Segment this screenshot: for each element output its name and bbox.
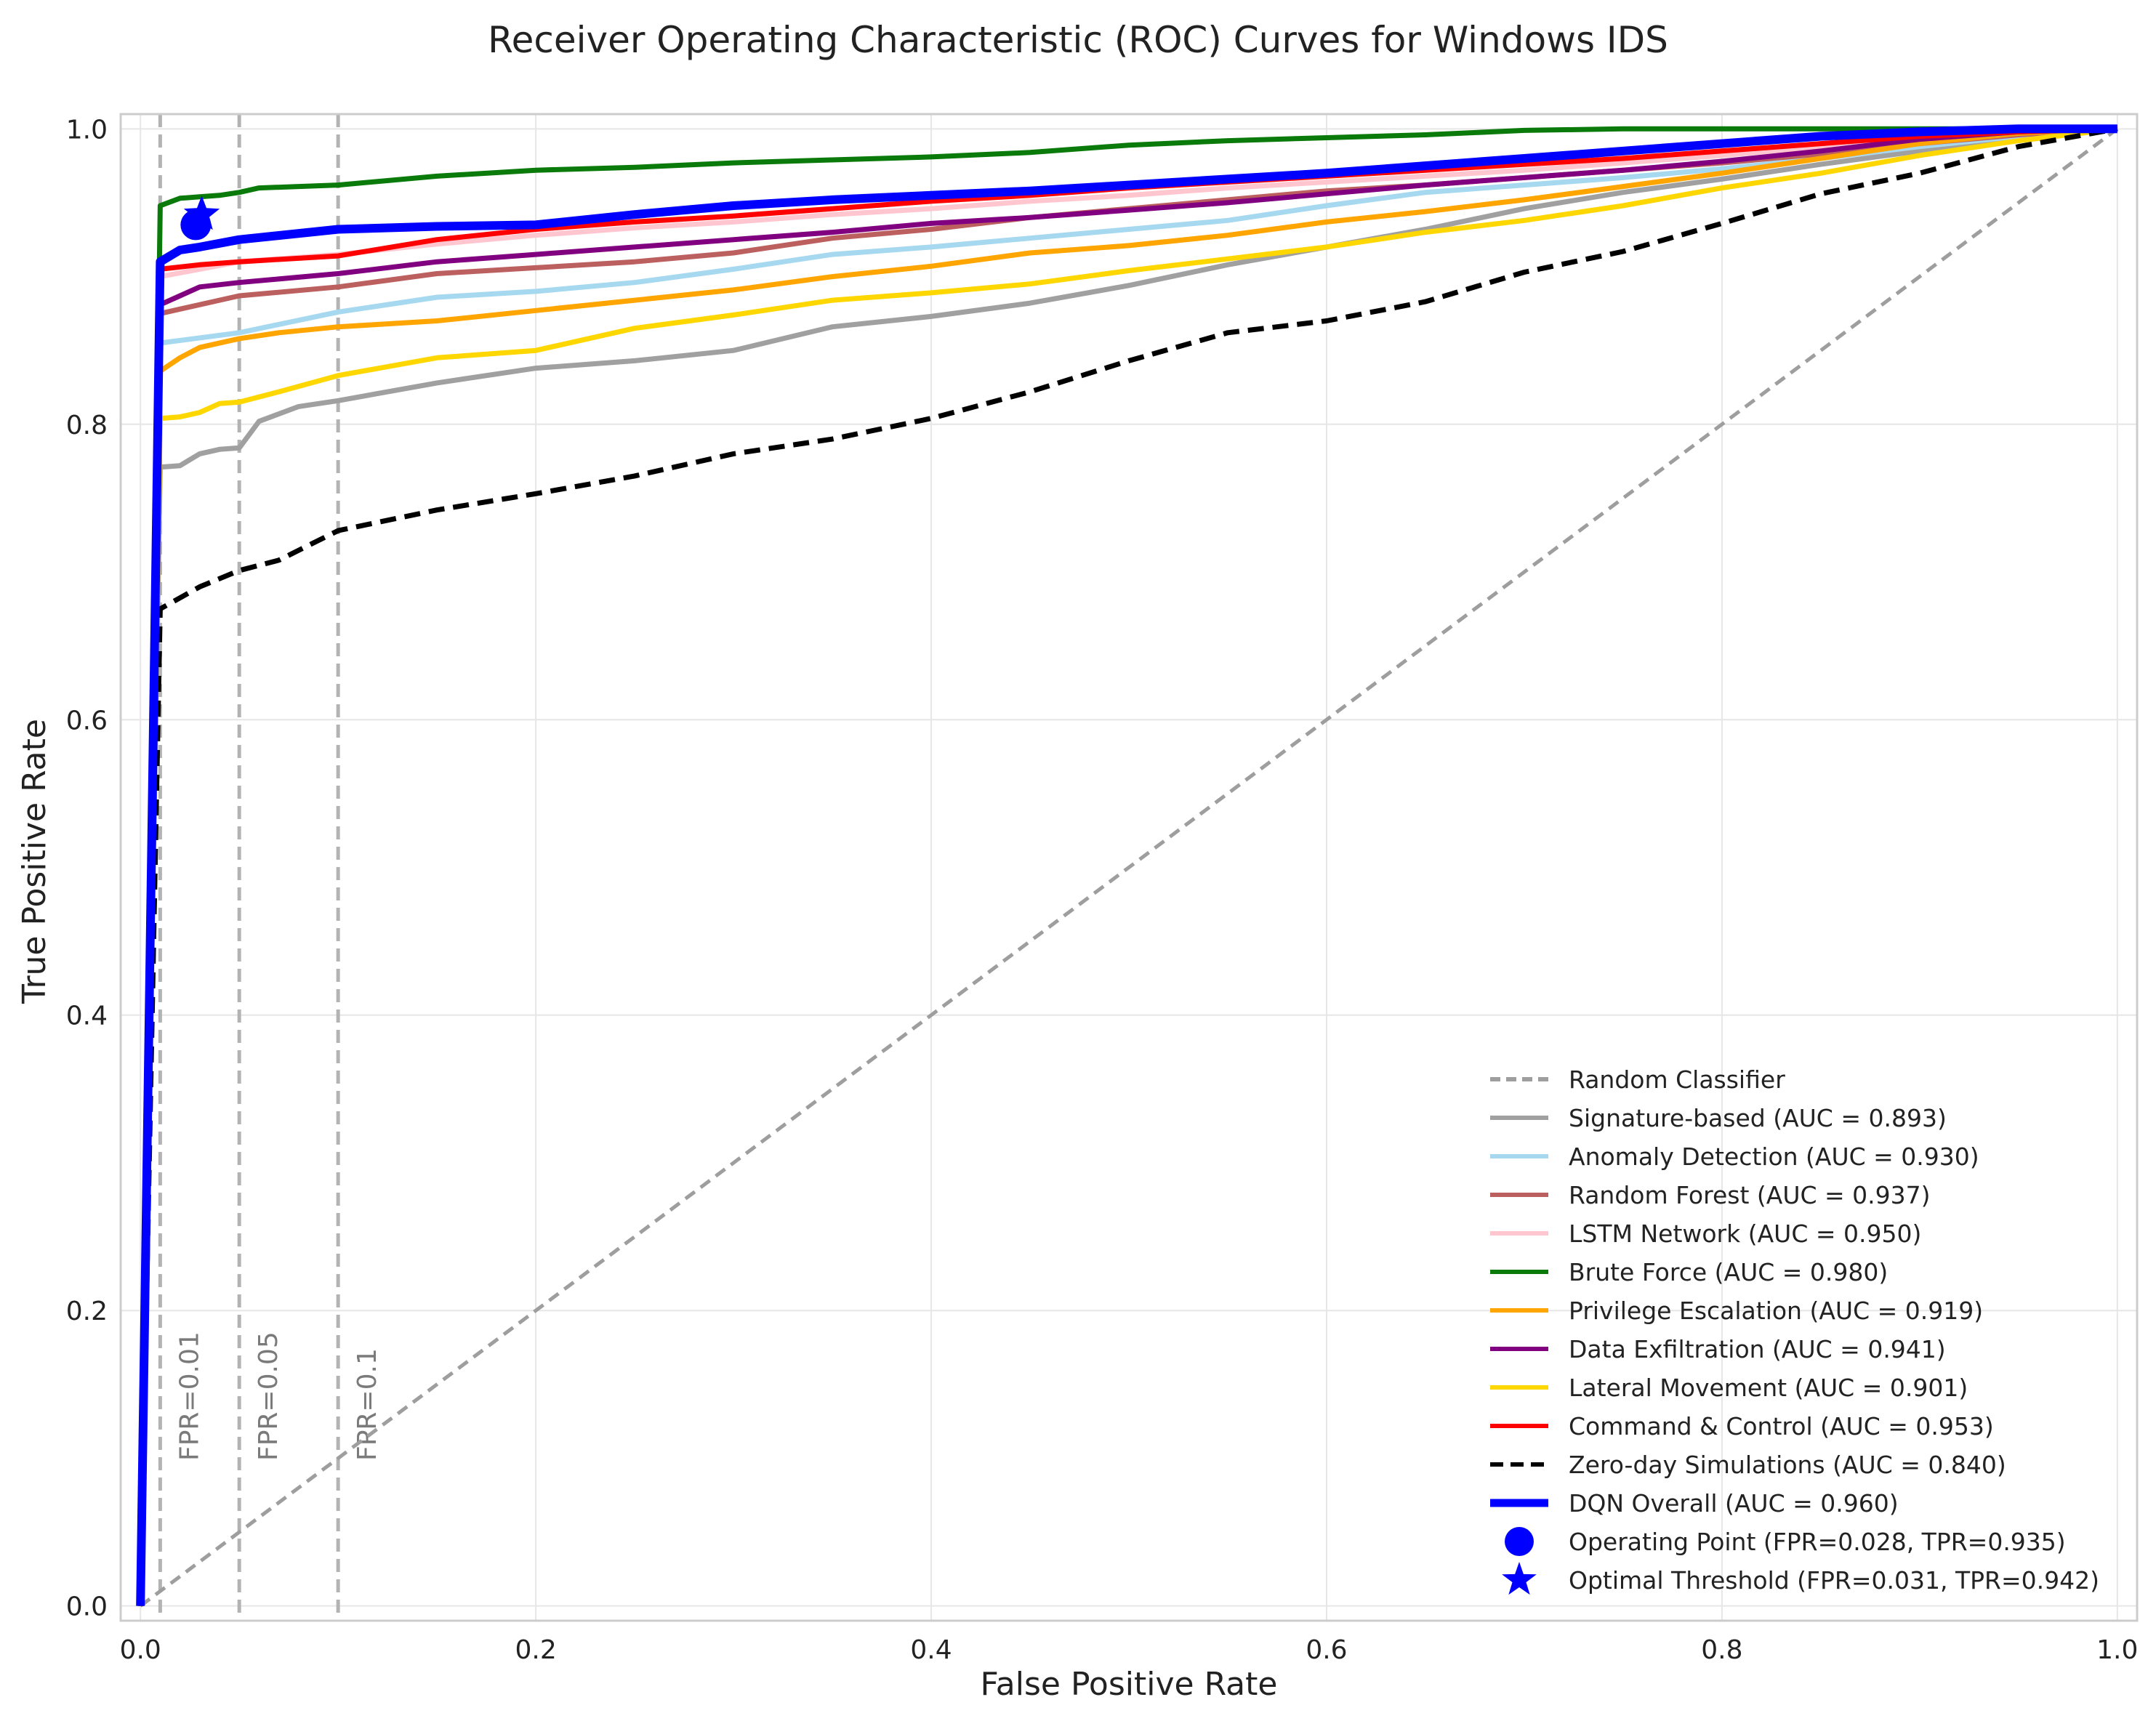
grid-lines (121, 114, 2137, 1621)
series-line-data-exfiltration (137, 126, 2117, 1606)
legend-label-zero-day-simulations: Zero-day Simulations (AUC = 0.840) (1569, 1451, 2006, 1479)
x-tick-label: 0.6 (1306, 1635, 1347, 1665)
legend-label-signature-based: Signature-based (AUC = 0.893) (1569, 1104, 1947, 1132)
legend-label-random-classifier: Random Classifier (1569, 1065, 1785, 1094)
y-axis-ticks: 0.0 0.2 0.4 0.6 0.8 1.0 (66, 115, 108, 1621)
legend-label-optimal-threshold: Optimal Threshold (FPR=0.031, TPR=0.942) (1569, 1566, 2099, 1595)
series-line-random-classifier (139, 127, 2119, 1608)
series-line-dqn-overall (136, 124, 2117, 1606)
x-tick-label: 0.2 (515, 1635, 556, 1665)
y-tick-label: 1.0 (66, 115, 108, 145)
plot-area (136, 124, 2119, 1608)
legend-label-random-forest: Random Forest (AUC = 0.937) (1569, 1181, 1931, 1209)
legend-label-command-control: Command & Control (AUC = 0.953) (1569, 1412, 1994, 1440)
series-line-privilege-escalation (137, 126, 2117, 1606)
legend-swatch-operating-point (1505, 1527, 1534, 1556)
plot-frame (119, 113, 2139, 1622)
legend-swatch-optimal-threshold (1502, 1562, 1537, 1595)
x-tick-label: 0.4 (910, 1635, 952, 1665)
x-tick-label: 0.0 (120, 1635, 161, 1665)
series-line-signature-based (137, 126, 2118, 1606)
series-line-zero-day-simulations (137, 126, 2118, 1606)
legend-label-anomaly-detection: Anomaly Detection (AUC = 0.930) (1569, 1142, 1979, 1171)
legend-label-lateral-movement: Lateral Movement (AUC = 0.901) (1569, 1374, 1968, 1402)
y-tick-label: 0.4 (66, 1001, 108, 1031)
highlight-points (180, 196, 220, 241)
x-axis-ticks: 0.0 0.2 0.4 0.6 0.8 1.0 (120, 1635, 2139, 1665)
legend-label-operating-point: Operating Point (FPR=0.028, TPR=0.935) (1569, 1528, 2066, 1556)
fpr-reference-lines: FPR=0.01 FPR=0.05 FPR=0.1 (158, 114, 382, 1621)
x-axis-label: False Positive Rate (981, 1666, 1278, 1703)
fpr-reference-label: FPR=0.01 (174, 1331, 204, 1461)
x-tick-label: 0.8 (1701, 1635, 1742, 1665)
legend-label-data-exfiltration: Data Exfiltration (AUC = 0.941) (1569, 1335, 1946, 1363)
series-line-lateral-movement (137, 126, 2118, 1606)
fpr-reference-label: FPR=0.05 (254, 1331, 283, 1461)
y-tick-label: 0.2 (66, 1297, 108, 1326)
y-tick-label: 0.8 (66, 411, 108, 440)
legend: Random Classifier Signature-based (AUC = … (1490, 1065, 2099, 1595)
legend-label-privilege-escalation: Privilege Escalation (AUC = 0.919) (1569, 1297, 1983, 1325)
y-tick-label: 0.6 (66, 706, 108, 735)
y-tick-label: 0.0 (66, 1592, 108, 1622)
x-tick-label: 1.0 (2096, 1635, 2138, 1665)
legend-label-dqn-overall: DQN Overall (AUC = 0.960) (1569, 1489, 1899, 1518)
legend-label-lstm-network: LSTM Network (AUC = 0.950) (1569, 1220, 1921, 1248)
optimal-threshold-marker (183, 196, 220, 230)
series-line-brute-force (137, 126, 2117, 1606)
chart-title: Receiver Operating Characteristic (ROC) … (488, 19, 1668, 61)
y-axis-label: True Positive Rate (16, 719, 53, 1004)
series-line-command-control (137, 126, 2117, 1606)
legend-label-brute-force: Brute Force (AUC = 0.980) (1569, 1258, 1888, 1286)
